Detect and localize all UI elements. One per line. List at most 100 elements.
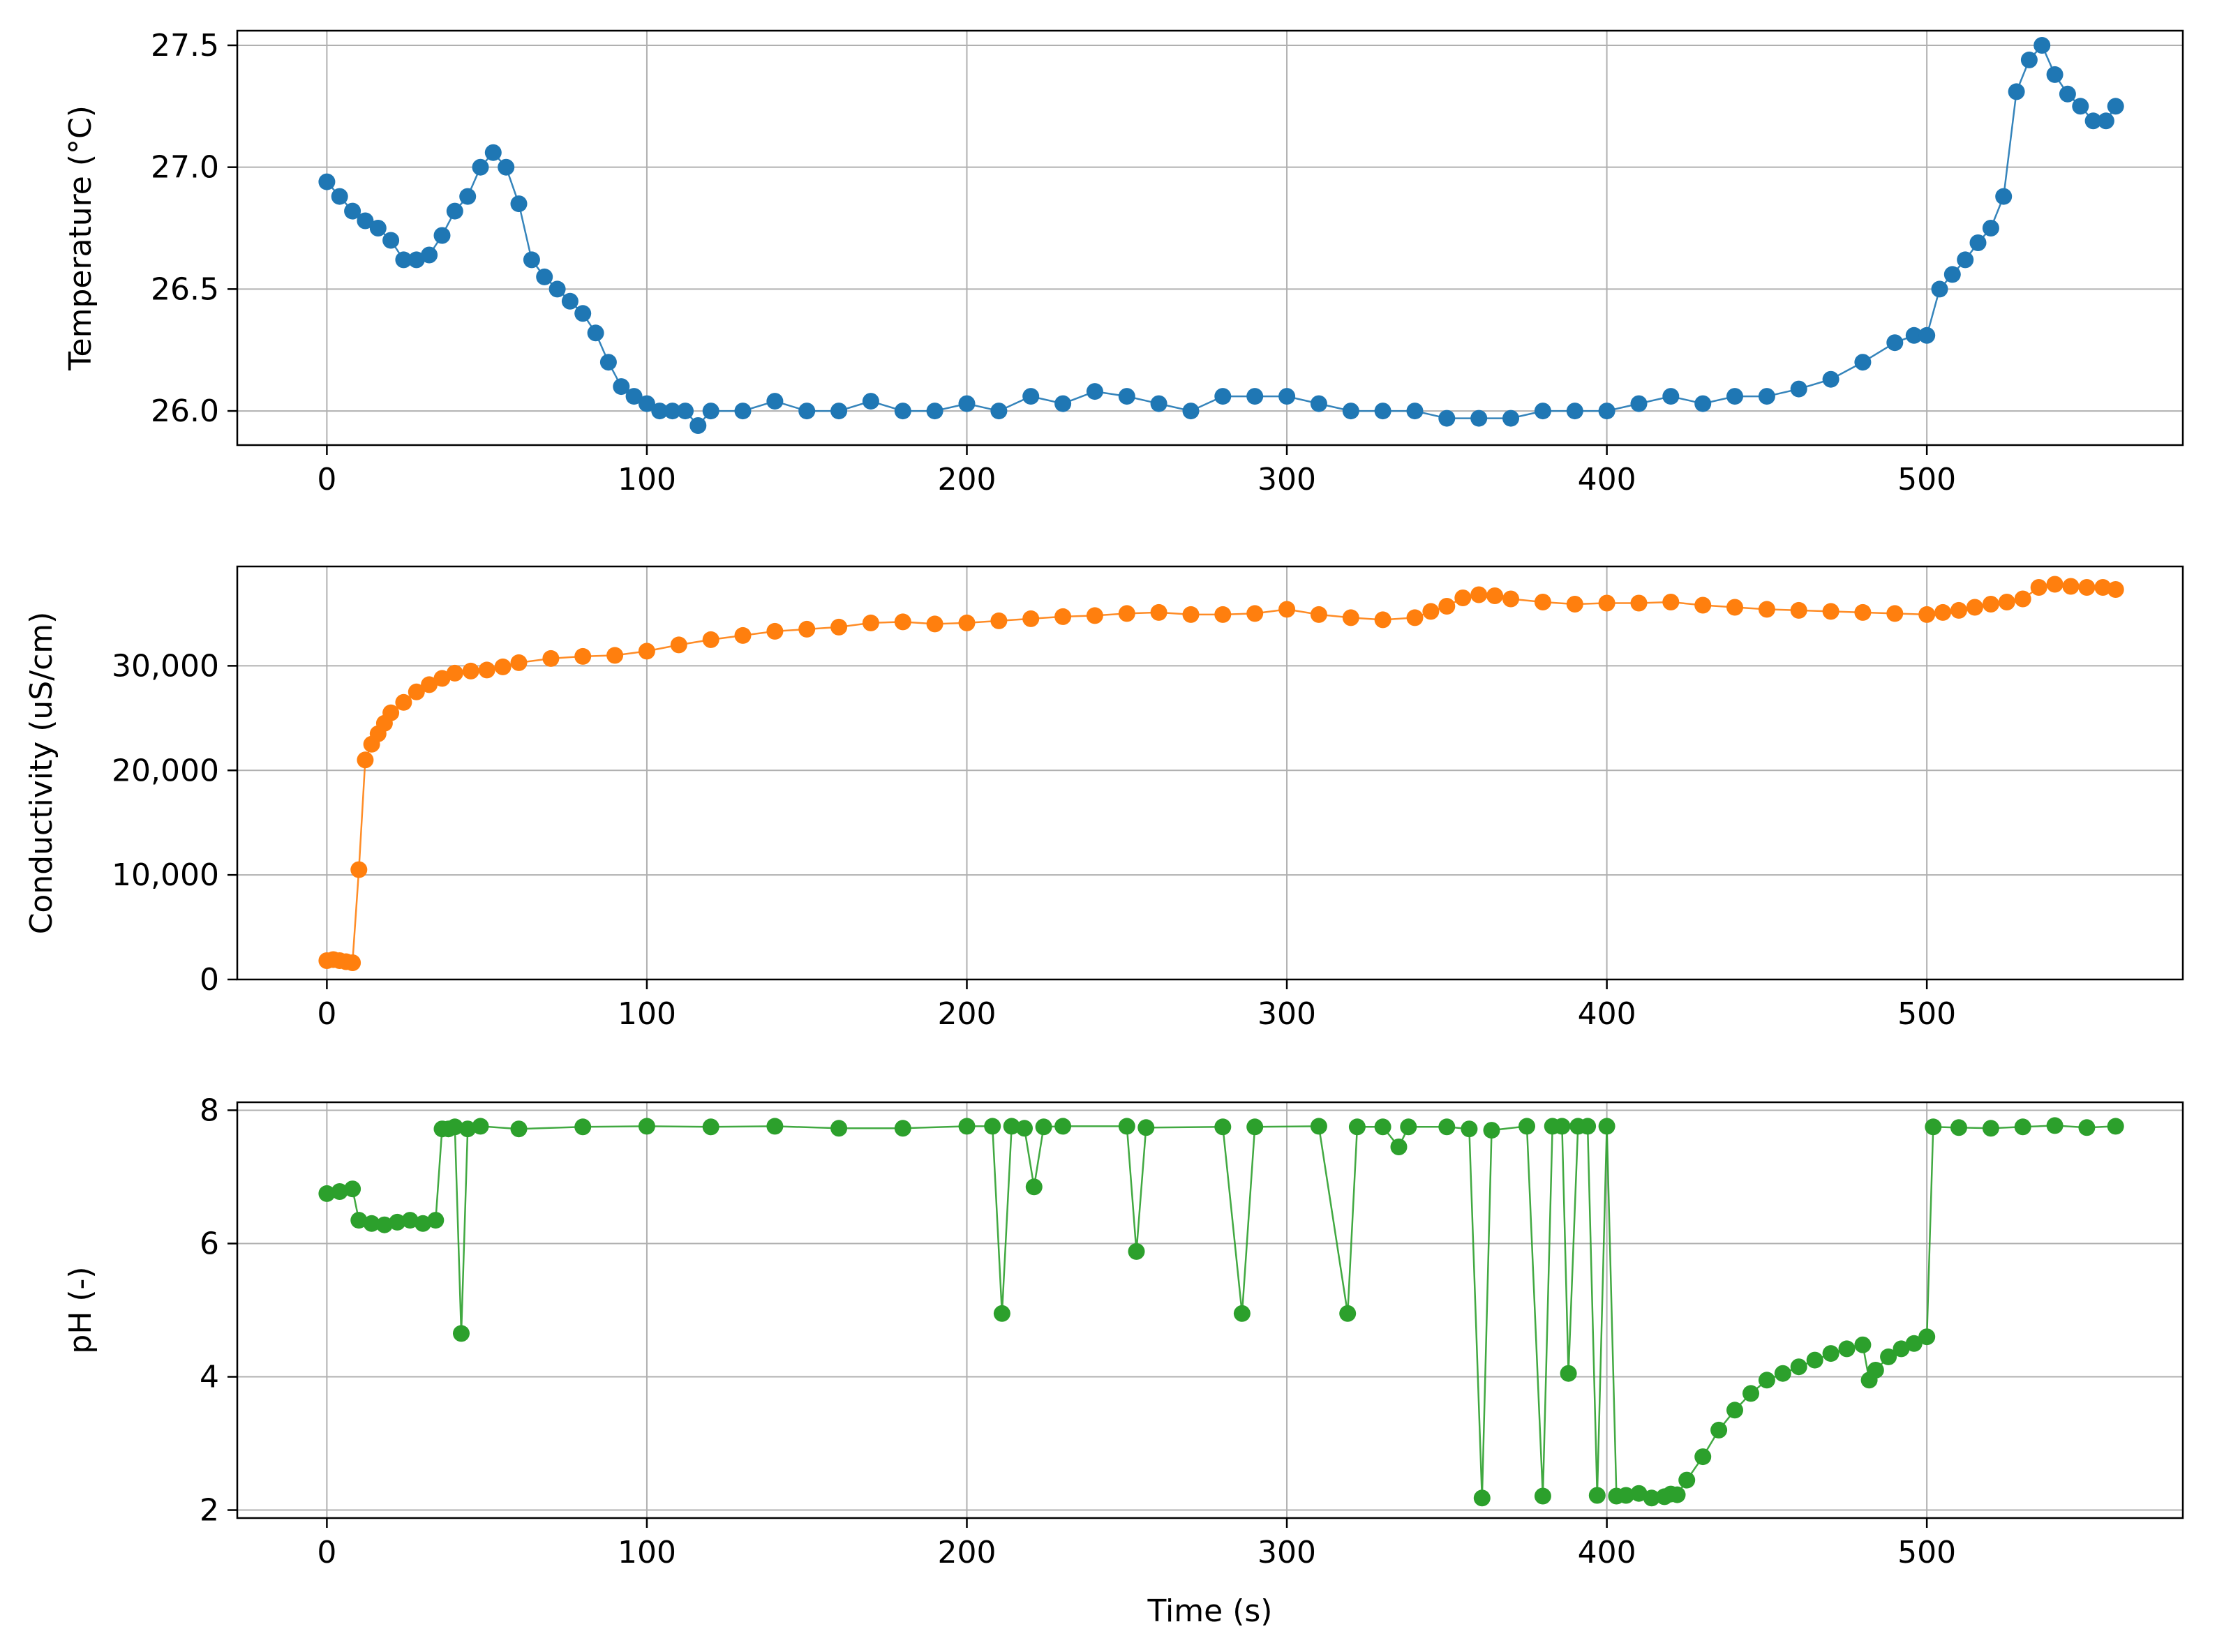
- conductivity-data-point: [1278, 601, 1296, 618]
- ph-data-point: [1483, 1122, 1500, 1139]
- ph-ylabel: pH (-): [63, 1266, 98, 1353]
- conductivity-data-point: [408, 683, 425, 700]
- ph-data-point: [1726, 1402, 1743, 1419]
- temperature-data-point: [1086, 383, 1103, 400]
- temperature-data-point: [484, 144, 502, 161]
- temperature-data-point: [1374, 403, 1391, 420]
- conductivity-data-point: [1758, 601, 1775, 618]
- temperature-data-point: [1150, 395, 1167, 412]
- temperature-data-point: [625, 388, 643, 405]
- ph-data-point: [1893, 1340, 1910, 1358]
- temperature-data-point: [689, 417, 707, 434]
- ph-data-point: [2107, 1118, 2124, 1135]
- temperature-data-point: [2072, 98, 2089, 115]
- temperature-data-point: [587, 324, 604, 342]
- temperature-data-point: [408, 251, 425, 269]
- ph-panel: 0 100 200 300 400 500 2 4 6 8 pH (-) Time (s): [63, 1092, 2184, 1629]
- temperature-xtick-label: 300: [1257, 462, 1316, 497]
- ph-xtick-label: 0: [317, 1535, 336, 1570]
- ph-data-point: [2078, 1119, 2096, 1136]
- ph-data-point: [510, 1120, 528, 1138]
- conductivity-data-point: [1086, 607, 1103, 624]
- temperature-data-point: [1931, 280, 1948, 298]
- temperature-xtick-label: 0: [317, 462, 336, 497]
- conductivity-data-point: [1566, 596, 1583, 613]
- ph-data-point: [2014, 1118, 2031, 1136]
- ph-data-point: [2046, 1117, 2063, 1134]
- ph-data-point: [638, 1118, 655, 1135]
- ph-ytick-label: 4: [200, 1360, 219, 1395]
- ph-xtick-label: 100: [618, 1535, 676, 1570]
- ph-data-point: [894, 1120, 911, 1137]
- ph-data-point: [459, 1120, 477, 1138]
- conductivity-data-point: [1934, 603, 1952, 621]
- conductivity-data-point: [958, 614, 976, 631]
- temperature-data-point: [395, 251, 412, 269]
- ph-data-point: [453, 1325, 470, 1342]
- temperature-data-point: [638, 395, 655, 412]
- temperature-data-point: [2020, 51, 2038, 68]
- temperature-data-point: [734, 403, 752, 420]
- conductivity-data-point: [1918, 606, 1936, 623]
- conductivity-data-point: [734, 626, 752, 644]
- ph-data-point: [1982, 1120, 1999, 1137]
- conductivity-data-point: [1374, 611, 1391, 629]
- ph-data-point: [1643, 1489, 1660, 1507]
- ph-data-point: [331, 1183, 348, 1200]
- temperature-data-point: [1438, 410, 1456, 427]
- ph-xlabel: Time (s): [1147, 1593, 1273, 1629]
- temperature-data-point: [536, 268, 553, 285]
- conductivity-data-point: [433, 670, 451, 687]
- conductivity-data-point: [344, 954, 361, 971]
- conductivity-ytick-label: 30,000: [112, 648, 219, 684]
- ph-data-point: [766, 1118, 784, 1135]
- ph-data-point: [427, 1212, 445, 1229]
- temperature-data-point: [1957, 251, 1974, 269]
- conductivity-data-point: [1726, 599, 1743, 616]
- temperature-data-point: [1662, 388, 1680, 405]
- ph-data-point: [389, 1213, 406, 1231]
- conductivity-data-point: [1886, 605, 1904, 622]
- ph-data-point: [1128, 1242, 1145, 1260]
- conductivity-data-point: [2046, 576, 2063, 593]
- conductivity-data-point: [2107, 581, 2124, 598]
- conductivity-data-point: [357, 751, 374, 769]
- temperature-data-point: [1905, 326, 1923, 344]
- temperature-data-point: [510, 195, 528, 213]
- temperature-data-point: [1470, 410, 1488, 427]
- temperature-data-point: [1630, 395, 1648, 412]
- conductivity-data-point: [446, 664, 463, 682]
- ph-data-point: [1925, 1118, 1942, 1136]
- conductivity-data-point: [670, 636, 687, 654]
- ph-data-point: [375, 1216, 393, 1233]
- temperature-data-point: [613, 378, 630, 396]
- temperature-data-point: [1566, 403, 1583, 420]
- ph-data-point: [1579, 1118, 1597, 1135]
- conductivity-data-point: [1630, 594, 1648, 612]
- conductivity-xtick-label: 300: [1257, 996, 1316, 1032]
- temperature-data-point: [2033, 37, 2051, 54]
- conductivity-data-point: [574, 647, 592, 665]
- temperature-data-point: [1726, 388, 1743, 405]
- conductivity-ytick-label: 20,000: [112, 753, 219, 788]
- temperature-data-point: [357, 212, 374, 230]
- conductivity-data-point: [2094, 579, 2112, 596]
- temperature-data-point: [331, 188, 348, 205]
- temperature-data-point: [446, 202, 463, 220]
- conductivity-data-point: [766, 622, 784, 640]
- ph-data-point: [1742, 1385, 1759, 1402]
- ph-data-point: [415, 1215, 431, 1232]
- conductivity-data-point: [862, 614, 879, 631]
- ph-data-point: [1348, 1118, 1366, 1136]
- ph-data-point: [1035, 1118, 1052, 1136]
- ph-data-point: [1137, 1119, 1155, 1136]
- temperature-data-point: [599, 354, 617, 371]
- ph-ytick-label: 8: [200, 1092, 219, 1128]
- conductivity-data-point: [1422, 603, 1440, 620]
- temperature-data-point: [862, 393, 879, 410]
- conductivity-data-point: [990, 612, 1008, 629]
- ph-xtick-label: 400: [1578, 1535, 1636, 1570]
- ph-data-point: [1214, 1118, 1232, 1136]
- conductivity-data-point: [1854, 603, 1872, 621]
- conductivity-xtick-label: 0: [317, 996, 336, 1032]
